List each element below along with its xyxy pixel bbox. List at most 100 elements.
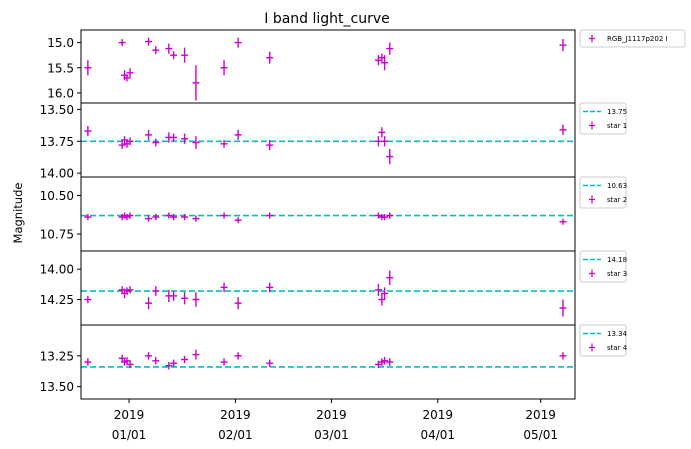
- data-point: [126, 137, 134, 146]
- data-point: [165, 362, 173, 370]
- data-point: [381, 136, 389, 147]
- y-tick-label: 14.25: [40, 293, 74, 307]
- data-point: [152, 357, 160, 365]
- data-point: [192, 65, 200, 101]
- x-tick-label-year: 2019: [423, 408, 454, 422]
- data-point: [234, 217, 242, 224]
- x-tick-label-date: 03/01: [314, 428, 349, 442]
- data-point: [192, 215, 200, 222]
- data-point: [386, 270, 394, 285]
- legend: 13.75 star 1: [579, 102, 627, 135]
- y-tick-label: 13.50: [40, 380, 74, 394]
- data-point: [386, 358, 394, 366]
- data-point: [145, 215, 153, 222]
- data-point: [220, 358, 228, 366]
- y-tick-label: 14.00: [40, 263, 74, 277]
- legend-series-label: star 1: [607, 122, 627, 130]
- data-point: [266, 140, 274, 151]
- data-point: [559, 124, 567, 135]
- y-tick-label: 15.0: [47, 36, 74, 50]
- data-point: [84, 125, 92, 137]
- legend: 14.18 star 3: [579, 250, 627, 283]
- legend: 13.34 star 4: [579, 324, 628, 357]
- data-point: [126, 68, 134, 78]
- data-point: [123, 357, 131, 365]
- y-tick-label: 13.25: [40, 349, 74, 363]
- data-point: [220, 212, 228, 219]
- x-tick-label-date: 04/01: [420, 428, 455, 442]
- data-point: [152, 286, 160, 296]
- data-point: [559, 39, 567, 52]
- data-point: [118, 141, 126, 149]
- legend-series-label: star 4: [607, 344, 628, 352]
- data-point: [234, 297, 242, 310]
- data-point: [126, 360, 134, 369]
- y-tick-label: 16.0: [47, 86, 74, 100]
- data-point: [374, 136, 382, 147]
- data-point: [234, 129, 242, 140]
- data-point: [118, 39, 126, 47]
- data-point: [266, 212, 274, 219]
- panel-3: 10.50 10.75 10.63 star 2: [40, 176, 627, 252]
- data-point: [192, 292, 200, 307]
- x-tick-label-date: 05/01: [523, 428, 558, 442]
- data-point: [170, 133, 178, 142]
- data-point: [266, 51, 274, 64]
- data-point: [181, 214, 189, 221]
- data-point: [386, 148, 394, 165]
- data-point: [220, 140, 228, 148]
- panel-frame: [80, 324, 576, 400]
- data-point: [181, 47, 189, 63]
- legend-reference-label: 10.63: [607, 182, 627, 190]
- legend-reference-label: 13.75: [607, 108, 627, 116]
- legend: RGB_J1117p202 I: [579, 29, 686, 48]
- legend-series-label: star 3: [607, 270, 627, 278]
- legend-series-label: star 2: [607, 196, 627, 204]
- legend-box: [579, 29, 686, 48]
- data-point: [374, 55, 382, 66]
- data-point: [378, 127, 386, 138]
- data-point: [381, 55, 389, 71]
- data-point: [381, 287, 389, 300]
- legend-series-label: RGB_J1117p202 I: [607, 35, 668, 43]
- data-point: [126, 212, 134, 219]
- data-point: [374, 283, 382, 296]
- data-point: [145, 129, 153, 140]
- y-tick-label: 14.00: [40, 167, 74, 181]
- data-point: [123, 74, 131, 82]
- data-point: [152, 138, 160, 147]
- y-tick-label: 10.75: [40, 228, 74, 242]
- data-point: [220, 60, 228, 76]
- y-tick-label: 13.50: [40, 103, 74, 117]
- data-point: [152, 214, 160, 221]
- x-tick-label-year: 2019: [525, 408, 556, 422]
- data-point: [181, 292, 189, 305]
- data-point: [266, 359, 274, 367]
- data-point: [386, 212, 394, 219]
- panels-group: 15.0 15.5 16.0 RGB_J1117p202 I 13.50 13.75 14.…: [40, 29, 686, 400]
- data-point: [181, 133, 189, 144]
- data-point: [181, 355, 189, 364]
- panel-frame: [80, 29, 576, 104]
- data-point: [84, 295, 92, 304]
- panel-1: 15.0 15.5 16.0 RGB_J1117p202 I: [47, 29, 686, 104]
- y-tick-label: 15.5: [47, 61, 74, 75]
- x-tick-label-date: 01/01: [112, 428, 147, 442]
- data-point: [170, 359, 178, 367]
- data-point: [234, 37, 242, 48]
- data-point: [559, 352, 567, 360]
- data-point: [220, 282, 228, 293]
- data-point: [381, 357, 389, 365]
- data-point: [170, 51, 178, 60]
- x-axis: 2019 01/01 2019 02/01 2019 03/01 2019 04/01 2019…: [112, 399, 558, 442]
- data-point: [170, 214, 178, 221]
- data-point: [84, 60, 92, 76]
- data-point: [84, 214, 92, 221]
- data-point: [152, 46, 160, 55]
- panel-4: 14.00 14.25 14.18 star 3: [40, 250, 627, 326]
- legend-reference-label: 14.18: [607, 256, 627, 264]
- data-point: [145, 37, 153, 46]
- data-point: [170, 291, 178, 301]
- chart-title: I band light_curve: [264, 11, 390, 27]
